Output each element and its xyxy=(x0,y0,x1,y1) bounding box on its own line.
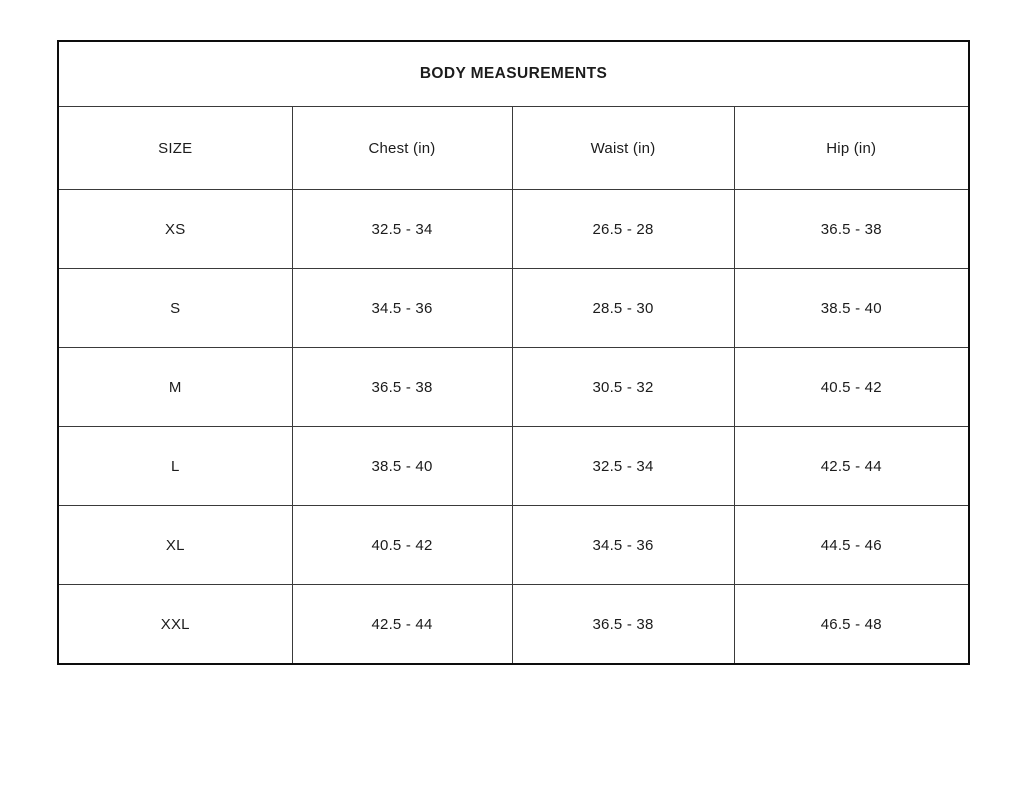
chest-cell: 42.5 - 44 xyxy=(291,584,513,665)
waist-cell: 30.5 - 32 xyxy=(511,347,735,427)
hip-cell: 44.5 - 46 xyxy=(733,505,970,585)
hip-cell: 46.5 - 48 xyxy=(733,584,970,665)
hip-cell: 40.5 - 42 xyxy=(733,347,970,427)
column-header-size: SIZE xyxy=(57,106,293,190)
waist-cell: 32.5 - 34 xyxy=(511,426,735,506)
table-title-row: BODY MEASUREMENTS xyxy=(57,40,970,107)
table-title: BODY MEASUREMENTS xyxy=(57,40,970,107)
table-row: XS 32.5 - 34 26.5 - 28 36.5 - 38 xyxy=(57,189,970,269)
chest-cell: 40.5 - 42 xyxy=(291,505,513,585)
table-row: XXL 42.5 - 44 36.5 - 38 46.5 - 48 xyxy=(57,584,970,665)
column-header-chest: Chest (in) xyxy=(291,106,513,190)
waist-cell: 26.5 - 28 xyxy=(511,189,735,269)
chest-cell: 36.5 - 38 xyxy=(291,347,513,427)
chest-cell: 34.5 - 36 xyxy=(291,268,513,348)
waist-cell: 28.5 - 30 xyxy=(511,268,735,348)
table-row: XL 40.5 - 42 34.5 - 36 44.5 - 46 xyxy=(57,505,970,585)
table-row: S 34.5 - 36 28.5 - 30 38.5 - 40 xyxy=(57,268,970,348)
size-cell: XL xyxy=(57,505,293,585)
size-cell: S xyxy=(57,268,293,348)
hip-cell: 38.5 - 40 xyxy=(733,268,970,348)
table-row: M 36.5 - 38 30.5 - 32 40.5 - 42 xyxy=(57,347,970,427)
hip-cell: 42.5 - 44 xyxy=(733,426,970,506)
size-cell: M xyxy=(57,347,293,427)
table-row: L 38.5 - 40 32.5 - 34 42.5 - 44 xyxy=(57,426,970,506)
table-header-row: SIZE Chest (in) Waist (in) Hip (in) xyxy=(57,106,970,190)
size-cell: L xyxy=(57,426,293,506)
chest-cell: 32.5 - 34 xyxy=(291,189,513,269)
waist-cell: 34.5 - 36 xyxy=(511,505,735,585)
size-cell: XXL xyxy=(57,584,293,665)
waist-cell: 36.5 - 38 xyxy=(511,584,735,665)
column-header-hip: Hip (in) xyxy=(733,106,970,190)
hip-cell: 36.5 - 38 xyxy=(733,189,970,269)
body-measurements-table: BODY MEASUREMENTS SIZE Chest (in) Waist … xyxy=(57,40,970,665)
size-cell: XS xyxy=(57,189,293,269)
column-header-waist: Waist (in) xyxy=(511,106,735,190)
chest-cell: 38.5 - 40 xyxy=(291,426,513,506)
